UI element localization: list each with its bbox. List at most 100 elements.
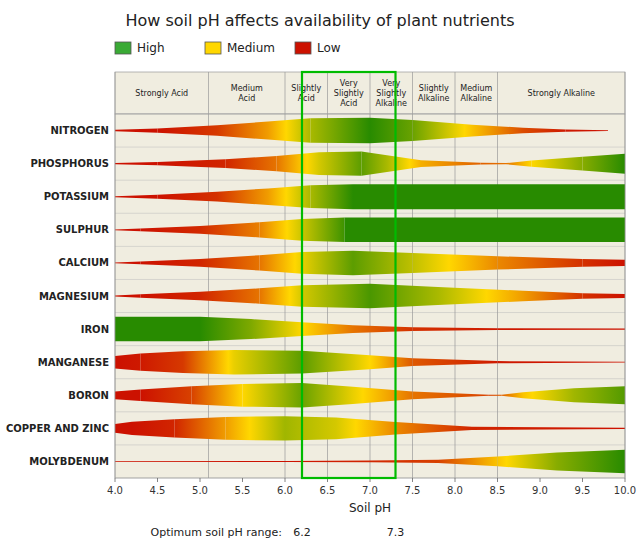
nutrient-label: MAGNESIUM (39, 291, 109, 302)
x-tick-label: 6.5 (320, 485, 336, 496)
x-tick-label: 9.5 (575, 485, 591, 496)
nutrient-label: SULPHUR (56, 224, 110, 235)
band-segment (498, 361, 626, 363)
band-segment (302, 322, 353, 336)
band-segment (311, 184, 354, 209)
band-segment (115, 262, 141, 265)
x-axis: 4.04.55.05.56.06.57.07.58.08.59.09.510.0… (107, 478, 636, 515)
band-segment (498, 328, 626, 330)
band-segment (583, 293, 626, 299)
plot-frame (115, 114, 625, 478)
nutrient-band (115, 450, 625, 474)
column-label: MediumAlkaline (460, 84, 492, 103)
band-segment (396, 422, 473, 435)
band-segment (158, 192, 218, 202)
band-segment (506, 161, 532, 167)
nutrient-label: CALCIUM (58, 257, 109, 268)
column-label: VerySlightlyAcid (334, 79, 364, 108)
optimum-annotation: Optimum soil pH range:6.27.3 (151, 526, 405, 539)
band-segment (115, 389, 141, 401)
bands (115, 118, 625, 474)
x-tick (540, 478, 541, 482)
column-label-line: Alkaline (418, 94, 450, 103)
nutrient-band (115, 416, 625, 440)
x-tick-label: 7.5 (405, 485, 421, 496)
band-segment (175, 417, 226, 440)
column-label-line: Slightly (376, 89, 406, 98)
column-label-line: Slightly (334, 89, 364, 98)
band-segment (353, 325, 413, 333)
band-segment (302, 351, 370, 374)
column-boundary (625, 72, 626, 114)
x-tick (115, 478, 116, 482)
nutrient-label: NITROGEN (50, 125, 109, 136)
band-segment (319, 151, 362, 175)
band-segment (489, 395, 502, 396)
legend-swatch (115, 42, 131, 54)
x-tick-label: 5.0 (192, 485, 208, 496)
legend: HighMediumLow (115, 41, 341, 55)
band-segment (502, 392, 523, 398)
column-label-line: Strongly Alkaline (528, 89, 595, 98)
column-label-line: Alkaline (460, 94, 492, 103)
x-tick (285, 478, 286, 482)
band-segment (115, 354, 141, 371)
nutrient-band (115, 284, 625, 308)
x-tick (497, 478, 498, 482)
column-label-line: Slightly (291, 84, 321, 93)
band-segment (217, 122, 268, 140)
nutrient-band (115, 218, 625, 242)
band-segment (413, 120, 473, 141)
band-segment (532, 157, 583, 171)
x-tick-label: 4.5 (150, 485, 166, 496)
column-label-line: Medium (460, 84, 492, 93)
band-segment (421, 160, 481, 167)
x-tick (157, 478, 158, 482)
band-segment (472, 125, 523, 137)
nutrient-label: BORON (68, 390, 109, 401)
band-segment (302, 218, 345, 242)
column-label: Strongly Acid (135, 89, 188, 98)
x-tick-label: 10.0 (614, 485, 636, 496)
column-label-line: Strongly Acid (135, 89, 188, 98)
x-tick-label: 4.0 (107, 485, 123, 496)
column-boundary (327, 72, 328, 114)
x-tick (242, 478, 243, 482)
band-segment (141, 292, 201, 300)
band-segment (302, 284, 370, 308)
band-segment (413, 358, 498, 366)
legend-label: High (137, 41, 165, 55)
x-tick-label: 5.5 (235, 485, 251, 496)
band-segment (183, 350, 234, 374)
band-segment (566, 129, 609, 131)
band-segment (557, 450, 625, 474)
band-segment (353, 184, 625, 209)
band-segment (285, 416, 336, 440)
nutrient-label: PHOSPHORUS (30, 158, 109, 169)
optimum-label: Optimum soil pH range: (151, 526, 282, 539)
nutrient-band (115, 118, 608, 144)
column-label-line: Acid (340, 99, 357, 108)
nutrient-band (115, 251, 625, 275)
nutrient-band (115, 317, 625, 341)
x-tick (200, 478, 201, 482)
column-boundary (115, 72, 116, 114)
band-segment (583, 259, 626, 267)
band-segment (523, 128, 566, 134)
column-label: MediumAcid (231, 84, 263, 103)
optimum-high: 7.3 (387, 526, 405, 539)
band-segment (523, 388, 574, 402)
band-segment (260, 219, 303, 241)
column-boundary (455, 72, 456, 114)
nutrient-label: MANGANESE (38, 357, 109, 368)
nutrient-label: COPPER AND ZINC (6, 423, 109, 434)
nutrient-label: IRON (81, 324, 109, 335)
band-segment (438, 457, 498, 467)
column-label-line: Very (382, 79, 400, 88)
band-segment (302, 251, 353, 275)
band-segment (158, 159, 226, 168)
legend-label: Low (317, 41, 341, 55)
band-segment (217, 188, 268, 205)
column-label-line: Alkaline (375, 99, 407, 108)
band-segment (302, 383, 353, 407)
